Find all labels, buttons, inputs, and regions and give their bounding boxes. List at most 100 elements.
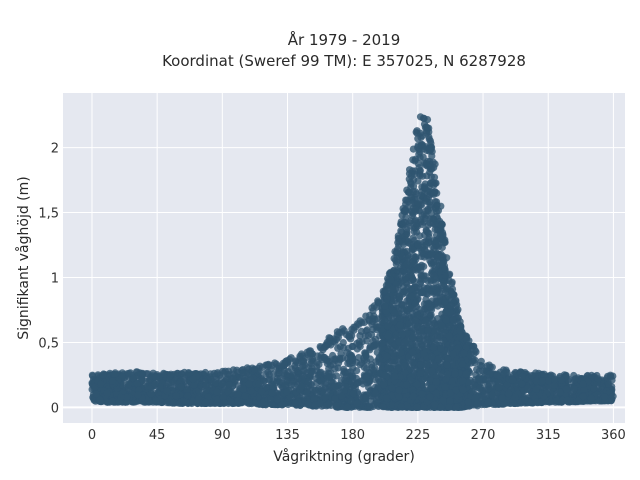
scatter-point (411, 260, 419, 268)
scatter-point (409, 333, 417, 341)
scatter-point (264, 360, 273, 368)
scatter-point (432, 378, 440, 386)
scatter-point (237, 398, 246, 406)
scatter-point (339, 354, 347, 362)
scatter-point (430, 261, 438, 269)
scatter-point (478, 362, 486, 370)
scatter-point (395, 238, 403, 246)
scatter-point (368, 331, 376, 339)
scatter-point (331, 382, 339, 390)
scatter-point (408, 245, 417, 253)
scatter-point (108, 377, 117, 385)
scatter-point (321, 353, 329, 362)
scatter-point (375, 355, 383, 363)
scatter-point (417, 278, 425, 286)
scatter-point (406, 188, 414, 196)
scatter-point (406, 340, 414, 349)
scatter-point (540, 370, 548, 378)
scatter-point (428, 215, 437, 223)
scatter-point (429, 158, 437, 166)
scatter-point (152, 397, 160, 405)
scatter-point (493, 371, 501, 379)
scatter-point (410, 170, 419, 178)
scatter-point (419, 172, 427, 180)
scatter-point (201, 368, 209, 377)
scatter-point (319, 346, 327, 354)
scatter-point (471, 356, 479, 364)
scatter-point (304, 378, 312, 386)
scatter-point (130, 398, 138, 406)
scatter-point (411, 157, 419, 165)
scatter-point (400, 362, 408, 370)
scatter-point (544, 377, 552, 385)
scatter-point (413, 403, 421, 411)
scatter-point (396, 293, 404, 301)
scatter-point (413, 219, 421, 227)
scatter-point (305, 363, 313, 371)
scatter-point (405, 305, 413, 313)
scatter-point (399, 301, 407, 309)
scatter-point (99, 371, 107, 379)
scatter-point (430, 164, 438, 172)
scatter-point (245, 365, 253, 373)
scatter-point (356, 332, 364, 340)
scatter-point (346, 330, 354, 338)
scatter-point (265, 376, 273, 384)
scatter-point (414, 177, 422, 185)
scatter-point (394, 272, 402, 280)
scatter-point (363, 337, 371, 345)
scatter-point (442, 316, 450, 324)
scatter-point (605, 380, 613, 388)
scatter-point (431, 179, 439, 187)
scatter-point (447, 302, 455, 310)
scatter-point (398, 211, 406, 219)
scatter-point (407, 285, 415, 293)
scatter-point (406, 166, 414, 174)
scatter-point (425, 320, 433, 328)
scatter-point (330, 355, 338, 363)
scatter-point (349, 390, 357, 398)
scatter-point (269, 382, 277, 390)
scatter-point (427, 384, 436, 392)
scatter-point (441, 298, 449, 306)
scatter-point (416, 361, 425, 369)
scatter-point (413, 228, 421, 236)
scatter-point (366, 311, 374, 319)
scatter-point (393, 248, 401, 256)
scatter-point (441, 383, 449, 391)
scatter-point (428, 367, 436, 375)
scatter-point (475, 375, 483, 383)
scatter-point (347, 397, 355, 405)
scatter-point (133, 380, 141, 388)
scatter-point (464, 378, 473, 386)
scatter-point (413, 323, 421, 331)
scatter-point (443, 254, 451, 262)
scatter-point (229, 374, 237, 383)
scatter-point (472, 348, 480, 356)
scatter-point (241, 375, 249, 383)
scatter-point (366, 355, 374, 363)
scatter-point (428, 352, 436, 361)
scatter-point (425, 135, 433, 143)
scatter-point (368, 304, 376, 312)
scatter-point (325, 334, 333, 342)
scatter-point (556, 388, 564, 396)
scatter-point (313, 363, 321, 371)
scatter-point (407, 180, 415, 188)
scatter-point (353, 345, 361, 353)
scatter-point (88, 371, 96, 379)
scatter-point (219, 393, 227, 402)
scatter-point (421, 246, 429, 254)
scatter-point (411, 205, 419, 213)
scatter-point (160, 370, 168, 378)
scatter-point (408, 199, 417, 208)
scatter-point (441, 238, 449, 246)
data-points (88, 113, 617, 411)
scatter-point (423, 195, 431, 203)
scatter-point (414, 199, 422, 208)
scatter-point (410, 278, 419, 286)
scatter-point (323, 402, 331, 410)
scatter-point (434, 355, 442, 363)
scatter-point (431, 401, 439, 409)
scatter-point (408, 292, 416, 300)
